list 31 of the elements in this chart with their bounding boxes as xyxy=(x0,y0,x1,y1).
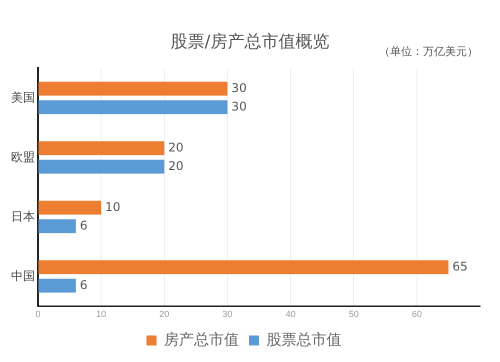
bar xyxy=(38,160,164,174)
x-tick-label: 50 xyxy=(348,309,359,320)
bar xyxy=(38,278,76,293)
y-tick-label: 中国 xyxy=(11,268,35,283)
legend-label: 股票总市值 xyxy=(266,332,342,349)
data-label: 20 xyxy=(168,158,184,173)
bar xyxy=(38,100,228,114)
x-tick-label: 60 xyxy=(412,309,422,320)
data-label: 30 xyxy=(231,80,247,95)
data-label: 30 xyxy=(231,99,247,114)
bar xyxy=(38,260,448,274)
data-label: 20 xyxy=(168,140,184,154)
x-tick-label: 20 xyxy=(159,309,170,320)
data-label: 65 xyxy=(452,259,468,274)
data-label: 6 xyxy=(80,278,88,292)
x-tick-label: 0 xyxy=(35,309,41,320)
legend-label: 房产总市值 xyxy=(164,332,239,349)
bar xyxy=(38,219,76,234)
data-label: 6 xyxy=(80,218,88,232)
x-tick-label: 30 xyxy=(222,309,232,320)
bar xyxy=(38,82,228,96)
chart-title: 股票/房产总市值概览 xyxy=(170,32,330,52)
bar xyxy=(38,141,164,156)
chart-subtitle: （单位：万亿美元） xyxy=(379,44,478,59)
bar xyxy=(38,200,102,215)
y-tick-label: 欧盟 xyxy=(11,150,35,164)
x-tick-label: 40 xyxy=(286,309,296,320)
y-tick-label: 美国 xyxy=(11,90,35,104)
x-tick-label: 10 xyxy=(96,309,106,320)
data-label: 10 xyxy=(105,200,120,214)
y-tick-label: 日本 xyxy=(11,209,35,224)
